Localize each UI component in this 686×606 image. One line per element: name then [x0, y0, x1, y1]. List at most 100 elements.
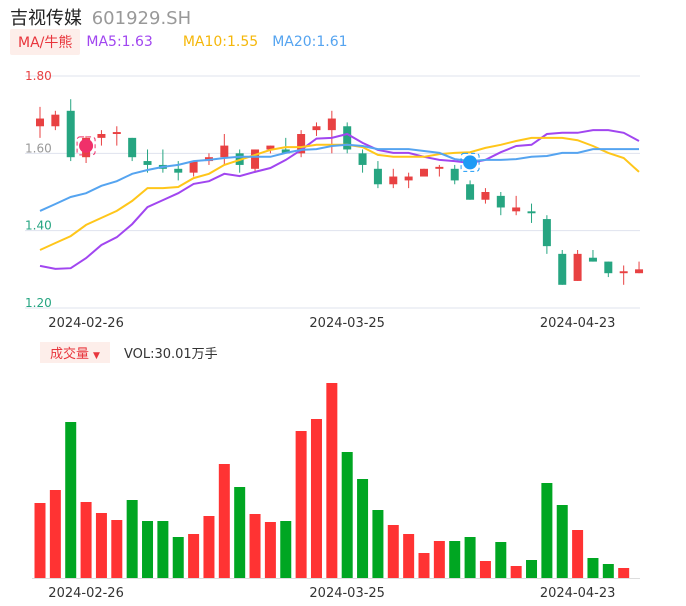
candle-body	[496, 195, 505, 208]
candle-body	[512, 207, 521, 212]
volume-bar	[111, 520, 123, 578]
volume-bar	[387, 525, 399, 578]
volume-bar	[326, 383, 338, 578]
candle-body	[51, 114, 60, 127]
candle-body	[281, 149, 290, 154]
volume-bar	[280, 521, 292, 578]
volume-bar	[49, 490, 61, 578]
candle-body	[588, 257, 597, 262]
volume-bar	[541, 483, 553, 578]
candle	[619, 265, 628, 285]
y-tick-label: 1.80	[25, 69, 52, 83]
candle-body	[128, 137, 137, 158]
volume-bar	[264, 522, 276, 578]
candle	[251, 149, 260, 173]
volume-bar	[295, 431, 307, 578]
volume-bar	[218, 464, 230, 578]
candle-body	[251, 149, 260, 169]
volume-bar	[449, 541, 461, 578]
candle	[97, 130, 106, 146]
volume-bar	[602, 564, 614, 578]
candle-body	[112, 132, 121, 134]
candle-body	[66, 110, 75, 158]
volume-bar	[341, 452, 353, 578]
volume-bar	[510, 566, 522, 578]
candle	[512, 195, 521, 216]
volume-bar	[526, 560, 538, 578]
volume-bar	[464, 537, 476, 578]
candle	[573, 250, 582, 281]
volume-bar	[34, 503, 46, 578]
candle-body	[450, 168, 459, 181]
candle-body	[619, 271, 628, 274]
volume-bar	[234, 487, 246, 578]
candle-body	[297, 134, 306, 154]
volume-value: VOL:30.01万手	[123, 347, 218, 362]
x-tick-label: 2024-02-26	[48, 586, 124, 601]
y-tick-label: 1.20	[25, 296, 52, 310]
candle-body	[558, 253, 567, 285]
candle	[36, 106, 44, 138]
candle	[404, 172, 413, 189]
volume-bar	[587, 558, 599, 578]
candle	[112, 126, 121, 146]
bull-icon	[76, 136, 96, 156]
candle-body	[527, 211, 536, 214]
candle-body	[420, 168, 428, 177]
candle	[635, 261, 644, 274]
candle	[420, 168, 428, 177]
volume-bar	[403, 534, 415, 578]
marker-face	[463, 155, 478, 170]
marker-frame	[76, 136, 96, 156]
marker-face	[79, 138, 94, 153]
candle	[389, 168, 398, 189]
candle	[189, 161, 198, 177]
ma10-value: MA10:1.55	[182, 34, 259, 50]
candle-body	[573, 253, 582, 281]
candle	[343, 122, 352, 154]
candle-body	[189, 161, 198, 173]
volume-bar	[249, 514, 261, 578]
volume-bar	[572, 530, 584, 578]
x-tick-label: 2024-04-23	[540, 586, 616, 601]
volume-bar	[418, 553, 430, 578]
volume-bar	[157, 521, 169, 578]
volume-indicator-selector[interactable]: 成交量 ▼	[40, 342, 110, 363]
bear-icon	[460, 152, 480, 172]
volume-bar	[142, 521, 154, 578]
candle-body	[327, 118, 336, 131]
volume-bar	[357, 479, 369, 578]
candle	[527, 203, 536, 223]
volume-legend: 成交量 ▼ VOL:30.01万手	[40, 342, 218, 363]
candle	[542, 215, 551, 254]
candle-body	[312, 126, 321, 131]
ma-indicator-selector[interactable]: MA/牛熊	[10, 29, 81, 55]
volume-bar	[310, 419, 322, 578]
volume-bar	[65, 422, 77, 578]
volume-bar	[172, 537, 184, 578]
candle-body	[604, 261, 613, 274]
candle-body	[635, 269, 644, 274]
candle-body	[389, 176, 398, 185]
candle	[312, 122, 321, 136]
candle-body	[373, 168, 382, 185]
volume-bar	[126, 500, 138, 578]
candle	[588, 250, 597, 262]
ma5-value: MA5:1.63	[86, 34, 153, 50]
candle	[297, 130, 306, 158]
volume-tag-label: 成交量	[50, 347, 90, 362]
candle-body	[143, 161, 152, 165]
y-tick-label: 1.60	[25, 141, 52, 155]
candle-body	[466, 184, 475, 200]
candle-body	[174, 168, 183, 173]
x-tick-label: 2024-03-25	[309, 316, 385, 331]
candle	[281, 137, 290, 154]
caret-down-icon: ▼	[93, 351, 100, 361]
candle	[128, 137, 137, 162]
marker-frame	[460, 152, 480, 172]
volume-bar	[80, 502, 92, 578]
ma5-line	[39, 129, 640, 270]
volume-bar	[618, 567, 630, 578]
volume-bar	[372, 510, 384, 578]
